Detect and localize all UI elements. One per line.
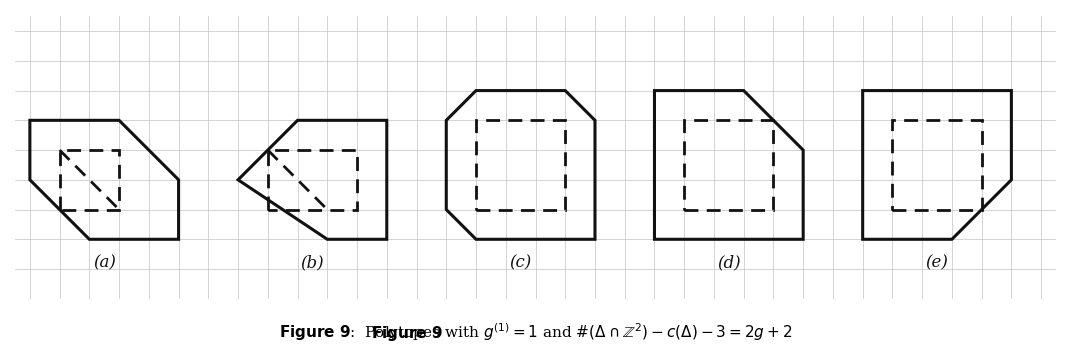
Text: (a): (a) — [93, 254, 116, 272]
Text: $\mathbf{Figure\ 9}$: $\mathbf{Figure\ 9}$ — [371, 324, 443, 343]
Text: (d): (d) — [716, 254, 741, 272]
Text: (c): (c) — [510, 254, 532, 272]
Text: $\mathbf{Figure\ 9}$:  Polytopes with $g^{(1)} = 1$ and $\#(\Delta \cap \mathbb{: $\mathbf{Figure\ 9}$: Polytopes with $g^… — [278, 321, 793, 343]
Text: (e): (e) — [925, 254, 949, 272]
Text: (b): (b) — [301, 254, 325, 272]
